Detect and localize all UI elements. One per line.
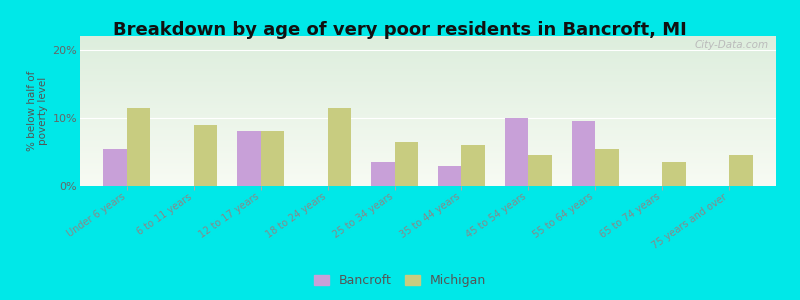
Legend: Bancroft, Michigan: Bancroft, Michigan — [310, 270, 490, 291]
Bar — [662, 162, 686, 186]
Bar — [438, 166, 462, 186]
Bar — [261, 131, 284, 186]
Text: City-Data.com: City-Data.com — [695, 40, 769, 50]
Bar — [595, 148, 618, 186]
Text: Breakdown by age of very poor residents in Bancroft, MI: Breakdown by age of very poor residents … — [113, 21, 687, 39]
Bar — [462, 145, 485, 186]
Bar — [572, 121, 595, 186]
Bar — [729, 155, 753, 186]
Bar — [328, 108, 351, 186]
Y-axis label: % below half of
poverty level: % below half of poverty level — [26, 71, 48, 151]
Bar — [194, 124, 217, 186]
Bar — [528, 155, 552, 186]
Bar — [371, 162, 394, 186]
Bar — [103, 148, 127, 186]
Bar — [127, 108, 150, 186]
Bar — [394, 142, 418, 186]
Bar — [238, 131, 261, 186]
Bar — [505, 118, 528, 186]
